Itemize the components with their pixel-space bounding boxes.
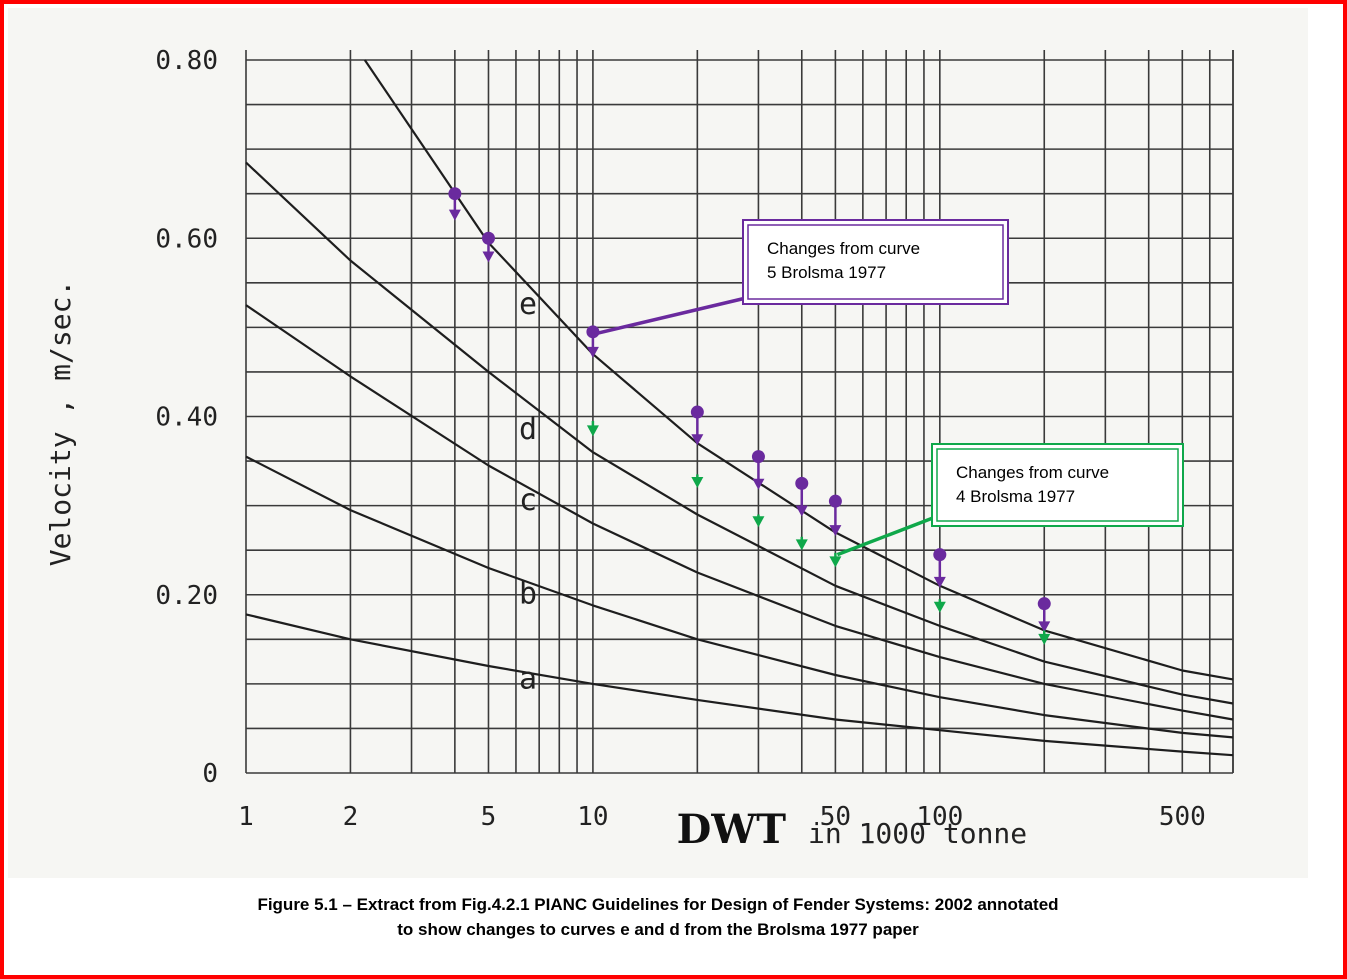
chart-area: a b c d e 1 2 5 10 50 100 500 0 0.20 0.40 0.60 0.80 Cha… [8, 8, 1308, 878]
y-tick-label: 0.80 [155, 46, 218, 76]
change-arrow [1038, 630, 1051, 645]
arrow-head [1038, 621, 1051, 633]
arrow-head [795, 505, 808, 517]
change-arrow [933, 548, 947, 588]
caption-line-2: to show changes to curves e and d from t… [397, 920, 919, 939]
callout-text: 4 Brolsma 1977 [956, 487, 1075, 506]
arrow-head [586, 346, 599, 358]
tick-labels: 1 2 5 10 50 100 500 0 0.20 0.40 0.60 0.80 [155, 46, 1205, 832]
change-arrow [690, 405, 704, 446]
y-tick-label: 0.20 [155, 581, 218, 611]
change-arrow [933, 599, 946, 613]
arrow-head [795, 539, 808, 551]
arrow-head [1038, 633, 1051, 645]
arrow-head [829, 556, 842, 568]
curve-label-c: c [519, 483, 537, 518]
arrow-head [586, 425, 599, 437]
x-tick-label: 5 [481, 802, 497, 832]
curve-a [245, 613, 1234, 757]
curve-label-d: d [519, 412, 537, 447]
x-tick-label: 10 [577, 802, 608, 832]
curve-e [363, 59, 1234, 681]
x-tick-label: 500 [1159, 802, 1206, 832]
x-tick-label: 2 [343, 802, 359, 832]
callout-d: Changes from curve 4 Brolsma 1977 [836, 443, 1184, 557]
callout-leader [836, 514, 939, 557]
change-arrow [691, 474, 704, 489]
arrow-head [482, 251, 495, 263]
curve-label-b: b [519, 577, 537, 612]
callout-box-inner [936, 448, 1179, 522]
arrow-head [691, 477, 704, 489]
change-arrow [586, 420, 599, 437]
curve-label-e: e [519, 287, 537, 322]
callout-text: 5 Brolsma 1977 [767, 263, 886, 282]
callout-text: Changes from curve [956, 463, 1109, 482]
change-arrow [1037, 597, 1051, 633]
arrow-head [829, 525, 842, 537]
change-arrow [586, 325, 600, 358]
x-axis-label-dwt: DWT [677, 806, 787, 853]
callout-e: Changes from curve 5 Brolsma 1977 [594, 219, 1009, 336]
change-arrow [828, 494, 842, 537]
change-arrow [795, 476, 809, 517]
arrow-head [691, 434, 704, 446]
x-axis-label-unit: in 1000 tonne [808, 817, 1027, 850]
y-tick-label: 0.40 [155, 403, 218, 433]
arrow-head [752, 478, 765, 490]
curve-d [245, 161, 1234, 705]
x-tick-label: 1 [238, 802, 254, 832]
y-tick-label: 0 [202, 759, 218, 789]
arrow-head [752, 516, 765, 528]
grid [245, 50, 1234, 774]
change-arrow [829, 552, 842, 568]
callout-box-inner [747, 224, 1004, 300]
curve-b [245, 455, 1234, 739]
curve-c [245, 304, 1234, 721]
figure-caption: Figure 5.1 – Extract from Fig.4.2.1 PIAN… [8, 892, 1308, 942]
change-arrow [481, 231, 495, 263]
arrow-head [933, 601, 946, 613]
x-tick-label: 100 [916, 802, 963, 832]
arrow-head [933, 576, 946, 588]
y-axis-label: Velocity , m/sec. [44, 280, 77, 567]
y-tick-label: 0.60 [155, 224, 218, 254]
curve-label-a: a [519, 661, 537, 696]
change-arrow [751, 450, 765, 490]
callout-leader [594, 296, 747, 336]
change-arrow [795, 536, 808, 551]
arrow-head [448, 209, 461, 221]
x-tick-label: 50 [820, 802, 851, 832]
callout-text: Changes from curve [767, 239, 920, 258]
caption-line-1: Figure 5.1 – Extract from Fig.4.2.1 PIAN… [257, 895, 1059, 914]
change-markers [448, 187, 1051, 645]
curves: a b c d e [245, 59, 1234, 757]
change-arrow [752, 514, 765, 528]
change-arrow [448, 187, 462, 221]
velocity-dwt-chart: a b c d e 1 2 5 10 50 100 500 0 0.20 0.40 0.60 0.80 Cha… [44, 46, 1234, 853]
